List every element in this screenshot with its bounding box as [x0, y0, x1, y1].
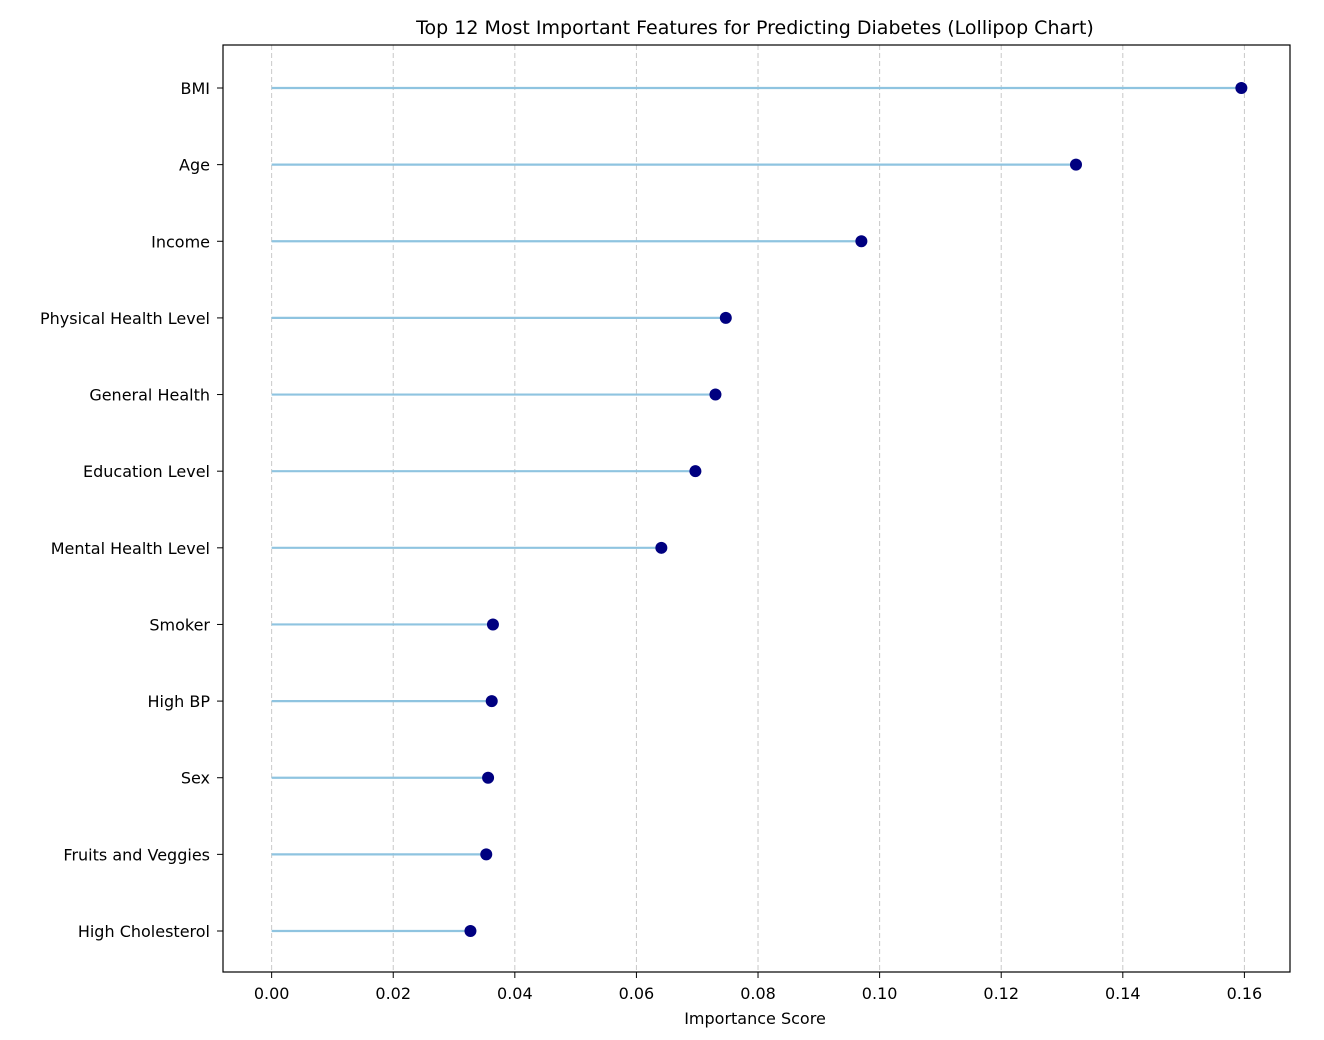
y-tick-label: Physical Health Level: [40, 309, 210, 328]
x-tick-label: 0.10: [862, 984, 898, 1003]
x-tick-label: 0.04: [497, 984, 533, 1003]
y-tick-label: Fruits and Veggies: [63, 845, 210, 864]
x-axis-ticks: 0.00 0.02 0.04 0.06 0.08 0.10 0.12 0.14 0.16: [254, 972, 1262, 1003]
y-tick-label: High BP: [148, 692, 211, 711]
x-tick-label: 0.14: [1105, 984, 1141, 1003]
y-tick-label: Mental Health Level: [51, 539, 210, 558]
lollipop-marker: [1235, 82, 1248, 94]
lollipop-marker: [486, 618, 499, 631]
y-tick-label: Smoker: [149, 615, 210, 634]
lollipop-marker: [709, 388, 722, 401]
lollipop-marker: [464, 925, 477, 937]
y-tick-label: Age: [179, 156, 210, 175]
x-tick-label: 0.02: [375, 984, 411, 1003]
x-tick-label: 0.16: [1227, 984, 1263, 1003]
lollipop-marker: [689, 465, 702, 478]
chart-title: Top 12 Most Important Features for Predi…: [415, 17, 1094, 39]
lollipop-marker: [482, 771, 495, 784]
y-tick-label: Education Level: [83, 462, 210, 481]
x-tick-label: 0.08: [740, 984, 776, 1003]
y-axis-ticks: BMI Age Income Physical Health Level General…: [40, 79, 223, 941]
lollipop-marker: [855, 235, 868, 248]
lollipop-marker: [655, 541, 668, 554]
y-tick-label: Income: [151, 232, 210, 251]
x-axis-label: Importance Score: [684, 1009, 826, 1028]
lollipop-markers: [464, 82, 1248, 937]
plot-frame: [222, 44, 1291, 973]
y-tick-label: General Health: [89, 386, 210, 405]
lollipop-marker: [480, 848, 493, 861]
y-tick-label: BMI: [181, 79, 211, 98]
y-tick-label: High Cholesterol: [78, 922, 210, 941]
lollipop-marker: [719, 311, 732, 324]
gridlines: [271, 45, 1245, 972]
lollipop-marker: [485, 695, 498, 708]
x-tick-label: 0.06: [619, 984, 655, 1003]
x-tick-label: 0.00: [254, 984, 290, 1003]
y-tick-label: Sex: [181, 769, 210, 788]
lollipop-marker: [1069, 158, 1082, 171]
lollipop-stems: [271, 86, 1242, 933]
x-tick-label: 0.12: [983, 984, 1019, 1003]
